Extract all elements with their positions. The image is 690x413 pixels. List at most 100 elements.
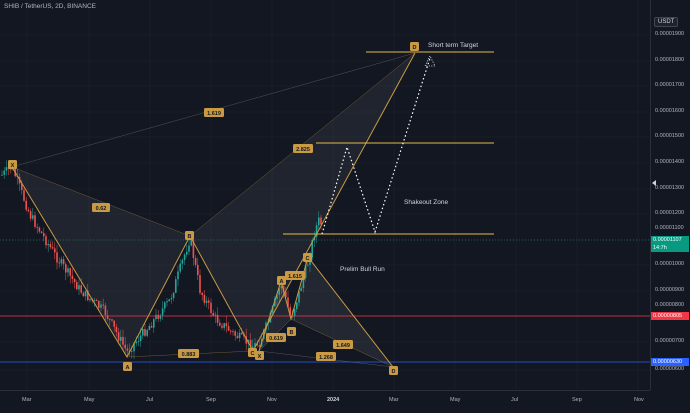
candle-body [208,300,210,303]
candle-body [181,260,184,264]
candle-body [172,292,175,299]
pattern-1-xab-fill [12,167,190,357]
svg-text:0.883: 0.883 [182,352,196,358]
time-tick: May [84,397,95,403]
candle-body [307,264,309,266]
candle-body [289,307,291,316]
candle-body [227,326,230,331]
candle-body [203,294,206,303]
candle-body [159,315,162,319]
svg-text:D: D [392,369,396,375]
candle-body [133,343,135,352]
svg-text:X: X [258,354,262,360]
candle-body [186,251,188,255]
candle-body [131,351,133,353]
candle-body [126,348,129,351]
candle-body [278,288,280,295]
candle-body [124,344,126,349]
candle-body [34,215,36,227]
candle-body [269,312,272,323]
price-tick: 0.00000800 [655,302,685,308]
time-tick: Sep [206,397,216,403]
svg-text:2.825: 2.825 [296,147,310,153]
candle-body [296,302,298,310]
candle-body [102,304,104,306]
fib-label: 1.615 [285,271,305,280]
point-label-d2: D [389,366,398,375]
candle-body [47,244,49,246]
candle-body [100,304,102,308]
price-axis-marker-icon [652,180,656,186]
candle-body [10,168,12,170]
time-tick: Jul [511,397,519,403]
candle-body [192,240,195,258]
current-price-badge: 0.00001107 14:7h [651,236,689,252]
candle-body [146,330,148,336]
prelim-bull-run-label: Prelim Bull Run [340,266,385,273]
candle-body [87,290,89,301]
candle-body [234,331,236,336]
point-label-x1: X [8,160,17,169]
time-tick: Nov [267,397,277,403]
candle-body [120,336,122,341]
fib-label: 1.268 [316,352,336,361]
time-tick: Sep [572,397,582,403]
svg-text:1.619: 1.619 [207,111,221,117]
candle-body [54,248,56,253]
candle-body [311,240,313,258]
candle-body [166,301,168,303]
candle-body [58,262,60,264]
candle-body [225,323,228,327]
candle-body [179,263,181,272]
price-axis[interactable]: 0.00001900 0.00001800 0.00001700 0.00001… [650,0,690,390]
candle-body [249,339,252,350]
candle-body [40,231,43,234]
candle-body [76,282,78,290]
price-tick: 0.00001600 [655,108,685,114]
candle-body [29,211,32,219]
candle-body [258,345,261,347]
candle-body [109,318,111,320]
candle-body [71,275,74,279]
candle-body [190,240,192,246]
candle-body [95,299,98,301]
candle-body [111,319,113,321]
candle-body [142,328,144,336]
candle-body [177,271,179,280]
price-tick: 0.00001500 [655,133,685,139]
price-chart[interactable]: 1.619 0.62 2.825 0.883 1.615 0.619 1.649… [0,0,650,390]
point-label-b2: B [287,327,296,336]
short-term-target-label: Short term Target [428,42,478,49]
time-tick: 2024 [327,397,340,403]
currency-selector[interactable]: USDT [654,17,679,27]
candle-body [106,315,109,319]
svg-text:A: A [280,279,284,285]
candle-body [84,290,87,297]
svg-text:0.62: 0.62 [96,206,107,212]
candle-body [216,314,219,323]
point-label-d1: D [410,42,419,51]
candle-body [25,200,27,210]
candle-body [280,286,283,289]
candle-body [205,300,208,303]
candle-body [241,332,243,335]
svg-text:1.268: 1.268 [319,355,333,361]
candle-body [117,332,120,341]
candle-body [230,330,232,332]
candle-body [315,225,318,237]
projected-path-arrowhead-icon [424,55,436,67]
time-tick: Mar [389,397,399,403]
pattern-1-bcd-fill [190,53,415,351]
candle-body [155,314,157,320]
candle-body [212,312,214,316]
candle-body [98,300,100,308]
time-axis[interactable]: Mar May Jul Sep Nov 2024 Mar May Jul Sep… [0,390,650,413]
candle-body [210,302,212,313]
candle-body [27,209,30,212]
candle-body [21,183,23,191]
svg-text:B: B [188,234,192,240]
candle-body [161,308,164,316]
time-tick: May [450,397,461,403]
price-tick: 0.00001200 [655,210,685,216]
svg-text:B: B [290,330,294,336]
